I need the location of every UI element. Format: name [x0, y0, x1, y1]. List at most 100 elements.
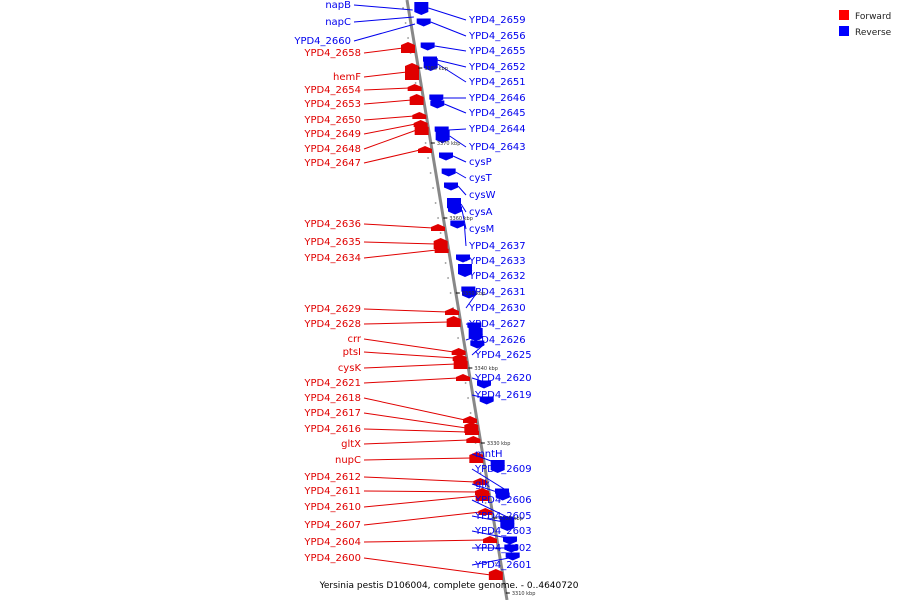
reverse-gene-block — [414, 2, 429, 15]
gene-leader-line — [363, 47, 404, 54]
gene-label[interactable]: YPD4_2652 — [468, 62, 526, 73]
gene-leader-line — [353, 23, 416, 42]
gene-label[interactable]: YPD4_2606 — [474, 495, 532, 506]
gene-label[interactable]: YPD4_2618 — [303, 393, 361, 404]
gene-leader-line — [471, 468, 510, 493]
forward-gene-block — [478, 508, 493, 515]
scale-tick-label: 3360 kbp — [449, 216, 473, 222]
gene-leader-line — [465, 293, 477, 309]
forward-gene-block — [414, 124, 429, 135]
gene-label[interactable]: YPD4_2617 — [303, 408, 361, 419]
gene-label[interactable]: YPD4_2654 — [303, 85, 361, 96]
gene-label[interactable]: mntH — [475, 449, 503, 460]
scale-tick-label: 3330 kbp — [487, 441, 511, 447]
gene-label[interactable]: YPD4_2609 — [474, 464, 532, 475]
gene-label[interactable]: YPD4_2600 — [303, 553, 361, 564]
gene-label[interactable]: YPD4_2630 — [468, 303, 526, 314]
gene-label[interactable]: ptsI — [343, 347, 361, 358]
forward-gene-block — [409, 94, 424, 105]
gene-label[interactable]: cysP — [469, 157, 492, 168]
gene-label[interactable]: gltX — [341, 439, 361, 450]
gene-label[interactable]: YPD4_2636 — [303, 219, 361, 230]
gene-label[interactable]: cysT — [469, 173, 493, 184]
gene-label[interactable]: napC — [325, 17, 351, 28]
gene-label[interactable]: YPD4_2629 — [303, 304, 361, 315]
gene-label[interactable]: YPD4_2634 — [303, 253, 361, 264]
legend-label-reverse: Reverse — [855, 28, 892, 38]
reverse-gene-block — [448, 206, 462, 215]
gene-leader-line — [465, 333, 483, 341]
gene-label[interactable]: YPD4_2602 — [474, 543, 532, 554]
gene-label[interactable]: YPD4_2605 — [474, 511, 532, 522]
scale-tick-label: 3370 kbp — [437, 141, 461, 147]
gene-label[interactable]: YPD4_2632 — [468, 271, 526, 282]
gene-label[interactable]: YPD4_2653 — [303, 99, 361, 110]
gene-label[interactable]: YPD4_2612 — [303, 472, 361, 483]
gene-label[interactable]: YPD4_2619 — [474, 390, 532, 401]
gene-label[interactable]: YPD4_2656 — [468, 31, 526, 42]
gene-label[interactable]: YPD4_2604 — [303, 537, 361, 548]
gene-label[interactable]: YPD4_2649 — [303, 129, 361, 140]
gene-label[interactable]: YPD4_2655 — [468, 46, 526, 57]
gene-leader-line — [436, 59, 467, 68]
gene-leader-line — [471, 555, 520, 566]
gene-label[interactable]: YPD4_2633 — [468, 256, 526, 267]
gene-label[interactable]: cysW — [469, 190, 496, 201]
gene-label[interactable]: YPD4_2620 — [474, 373, 532, 384]
gene-label[interactable]: nupC — [335, 455, 361, 466]
gene-leader-line — [363, 511, 481, 526]
gene-label[interactable]: YPD4_2635 — [303, 237, 361, 248]
gene-label[interactable]: YPD4_2625 — [474, 350, 532, 361]
reverse-gene-block — [456, 254, 470, 263]
gene-label[interactable]: YPD4_2621 — [303, 378, 361, 389]
gene-label[interactable]: YPD4_2610 — [303, 502, 361, 513]
legend-swatch-forward — [839, 10, 849, 20]
gene-label[interactable]: glk — [475, 479, 490, 490]
gene-label[interactable]: YPD4_2603 — [474, 526, 532, 537]
gene-label[interactable]: YPD4_2646 — [468, 93, 526, 104]
forward-gene-block — [445, 308, 459, 315]
gene-label[interactable]: YPD4_2607 — [303, 520, 361, 531]
reverse-gene-block — [450, 220, 465, 229]
gene-label[interactable]: YPD4_2601 — [474, 560, 532, 571]
legend-swatch-reverse — [839, 26, 849, 36]
gene-label[interactable]: YPD4_2658 — [303, 48, 361, 59]
gene-label[interactable]: YPD4_2659 — [468, 15, 526, 26]
gene-label[interactable]: cysM — [469, 224, 494, 235]
gene-label[interactable]: YPD4_2627 — [468, 319, 526, 330]
forward-gene-block — [483, 536, 497, 543]
gene-label[interactable]: YPD4_2611 — [303, 486, 361, 497]
gene-label[interactable]: YPD4_2628 — [303, 319, 361, 330]
gene-label[interactable]: YPD4_2637 — [468, 241, 526, 252]
reverse-gene-block — [435, 130, 450, 143]
gene-label[interactable]: YPD4_2660 — [293, 36, 351, 47]
gene-label[interactable]: YPD4_2616 — [303, 424, 361, 435]
gene-label[interactable]: YPD4_2647 — [303, 158, 361, 169]
gene-label[interactable]: YPD4_2644 — [468, 124, 526, 135]
gene-label[interactable]: YPD4_2645 — [468, 108, 526, 119]
gene-leader-line — [363, 115, 415, 121]
reverse-gene-block — [416, 18, 431, 27]
gene-label[interactable]: crr — [347, 334, 361, 345]
gene-label[interactable]: YPD4_2650 — [303, 115, 361, 126]
gene-label[interactable]: napB — [325, 0, 351, 11]
gene-leader-line — [363, 249, 437, 259]
reverse-gene-block — [503, 536, 517, 545]
gene-leader-line — [428, 7, 467, 21]
gene-label[interactable]: YPD4_2651 — [468, 77, 526, 88]
gene-label[interactable]: YPD4_2626 — [468, 335, 526, 346]
gene-label[interactable]: cysK — [338, 363, 362, 374]
gene-label[interactable]: YPD4_2643 — [468, 142, 526, 153]
gene-leader-line — [363, 397, 466, 421]
gene-leader-line — [363, 439, 469, 445]
gene-leader-line — [363, 123, 416, 135]
gene-label[interactable]: cysA — [469, 207, 493, 218]
gene-leader-line — [465, 257, 471, 262]
gene-label[interactable]: YPD4_2648 — [303, 144, 361, 155]
gene-label[interactable]: hemF — [333, 72, 361, 83]
gene-label[interactable]: YPD4_2631 — [468, 287, 526, 298]
gene-leader-line — [363, 129, 417, 150]
map-caption: Yersinia pestis D106004, complete genome… — [319, 581, 579, 591]
gene-leader-line — [430, 21, 467, 37]
reverse-gene-block — [479, 396, 494, 405]
